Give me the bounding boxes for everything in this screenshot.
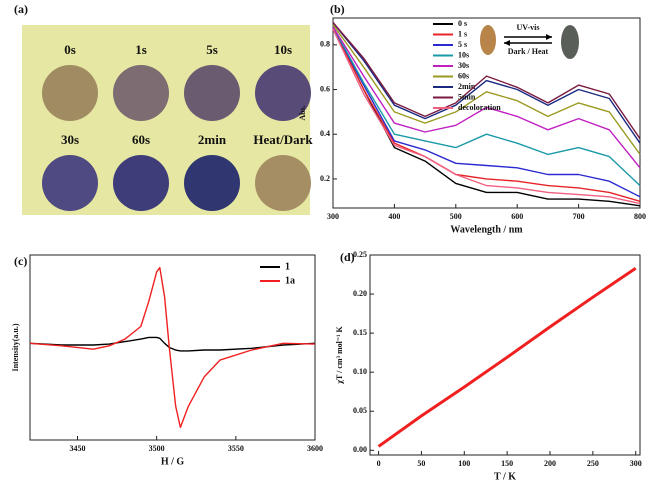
x-tick-label: 150 [501, 459, 513, 468]
y-tick-label: 0.25 [353, 250, 367, 259]
series-line [332, 24, 641, 155]
annotation: Dark / Heat [508, 47, 549, 56]
x-tick-label: 700 [573, 212, 585, 221]
sample-label: 2min [198, 132, 227, 147]
annotation: UV-vis [517, 23, 540, 32]
y-axis-label: Intensity(a.u.) [11, 323, 20, 371]
series-line [332, 26, 641, 198]
panel-label: (c) [14, 254, 27, 268]
sample-label: 60s [132, 132, 150, 147]
x-tick-label: 3450 [70, 444, 86, 453]
series-line [377, 267, 637, 448]
sample-swatch [184, 65, 240, 121]
series-line [29, 266, 316, 429]
series-line [332, 28, 641, 205]
sample-label: Heat/Dark [253, 132, 313, 147]
x-tick-label: 3600 [307, 444, 323, 453]
y-tick-label: 0.15 [353, 328, 367, 337]
x-tick-label: 300 [630, 459, 642, 468]
y-tick-label: 0.8 [320, 40, 330, 49]
legend-label: decoloration [458, 103, 501, 112]
sample-label: 0s [64, 42, 76, 57]
series-line [332, 22, 641, 140]
legend-label: 5 s [458, 40, 467, 49]
series-line [332, 26, 641, 169]
sample-swatch [42, 65, 98, 121]
panel-label: (d) [340, 250, 355, 264]
x-tick-label: 3550 [228, 444, 244, 453]
x-axis-label: T / K [494, 471, 516, 482]
x-tick-label: 100 [458, 459, 470, 468]
x-tick-label: 250 [587, 459, 599, 468]
sample-label: 30s [61, 132, 79, 147]
x-tick-label: 3500 [149, 444, 165, 453]
arrow-head [504, 40, 510, 46]
plot-frame [29, 254, 316, 441]
arrow-head [546, 34, 552, 40]
sample-label: 1s [135, 42, 147, 57]
legend-label: 0 s [458, 19, 467, 28]
x-tick-label: 200 [544, 459, 556, 468]
legend-label: 60s [458, 71, 469, 80]
legend-label: 10s [458, 50, 469, 59]
y-axis-label: χT / cm³ mol⁻¹ K [335, 325, 344, 384]
series-line [332, 26, 641, 202]
legend-label: 5min [458, 92, 476, 101]
x-tick-label: 600 [511, 212, 523, 221]
y-tick-label: 0.2 [320, 174, 330, 183]
legend-label: 2min [458, 82, 476, 91]
sample-swatch [113, 65, 169, 121]
panel-label: (b) [330, 2, 345, 16]
legend-label: 1 [285, 261, 290, 272]
y-tick-label: 0.6 [320, 84, 330, 93]
y-tick-label: 0.10 [353, 367, 367, 376]
crystal-image [561, 25, 579, 59]
y-tick-label: 0.20 [353, 289, 367, 298]
plot-frame [332, 17, 641, 209]
x-tick-label: 50 [417, 459, 425, 468]
x-tick-label: 0 [377, 459, 381, 468]
sample-swatch [255, 65, 311, 121]
x-axis-label: Wavelength / nm [450, 224, 523, 235]
y-tick-label: 0.05 [353, 406, 367, 415]
sample-label: 10s [274, 42, 292, 57]
sample-swatch [113, 155, 169, 211]
series-line [332, 26, 641, 187]
x-tick-label: 500 [450, 212, 462, 221]
legend-label: 1a [285, 275, 295, 286]
panel-label: (a) [14, 2, 28, 16]
sample-swatch [42, 155, 98, 211]
sample-swatch [184, 155, 240, 211]
x-tick-label: 800 [634, 212, 646, 221]
x-tick-label: 400 [388, 212, 400, 221]
series-line [29, 336, 316, 352]
plot-frame [369, 254, 641, 456]
x-axis-label: H / G [161, 456, 185, 467]
crystal-image [480, 25, 496, 55]
x-tick-label: 300 [327, 212, 339, 221]
legend-label: 1 s [458, 29, 467, 38]
y-tick-label: 0.4 [320, 129, 330, 138]
sample-swatch [255, 155, 311, 211]
y-tick-label: 0.00 [353, 445, 367, 454]
legend-label: 30s [458, 61, 469, 70]
y-axis-label: Abs. [298, 105, 307, 120]
sample-label: 5s [206, 42, 218, 57]
series-line [332, 22, 641, 144]
